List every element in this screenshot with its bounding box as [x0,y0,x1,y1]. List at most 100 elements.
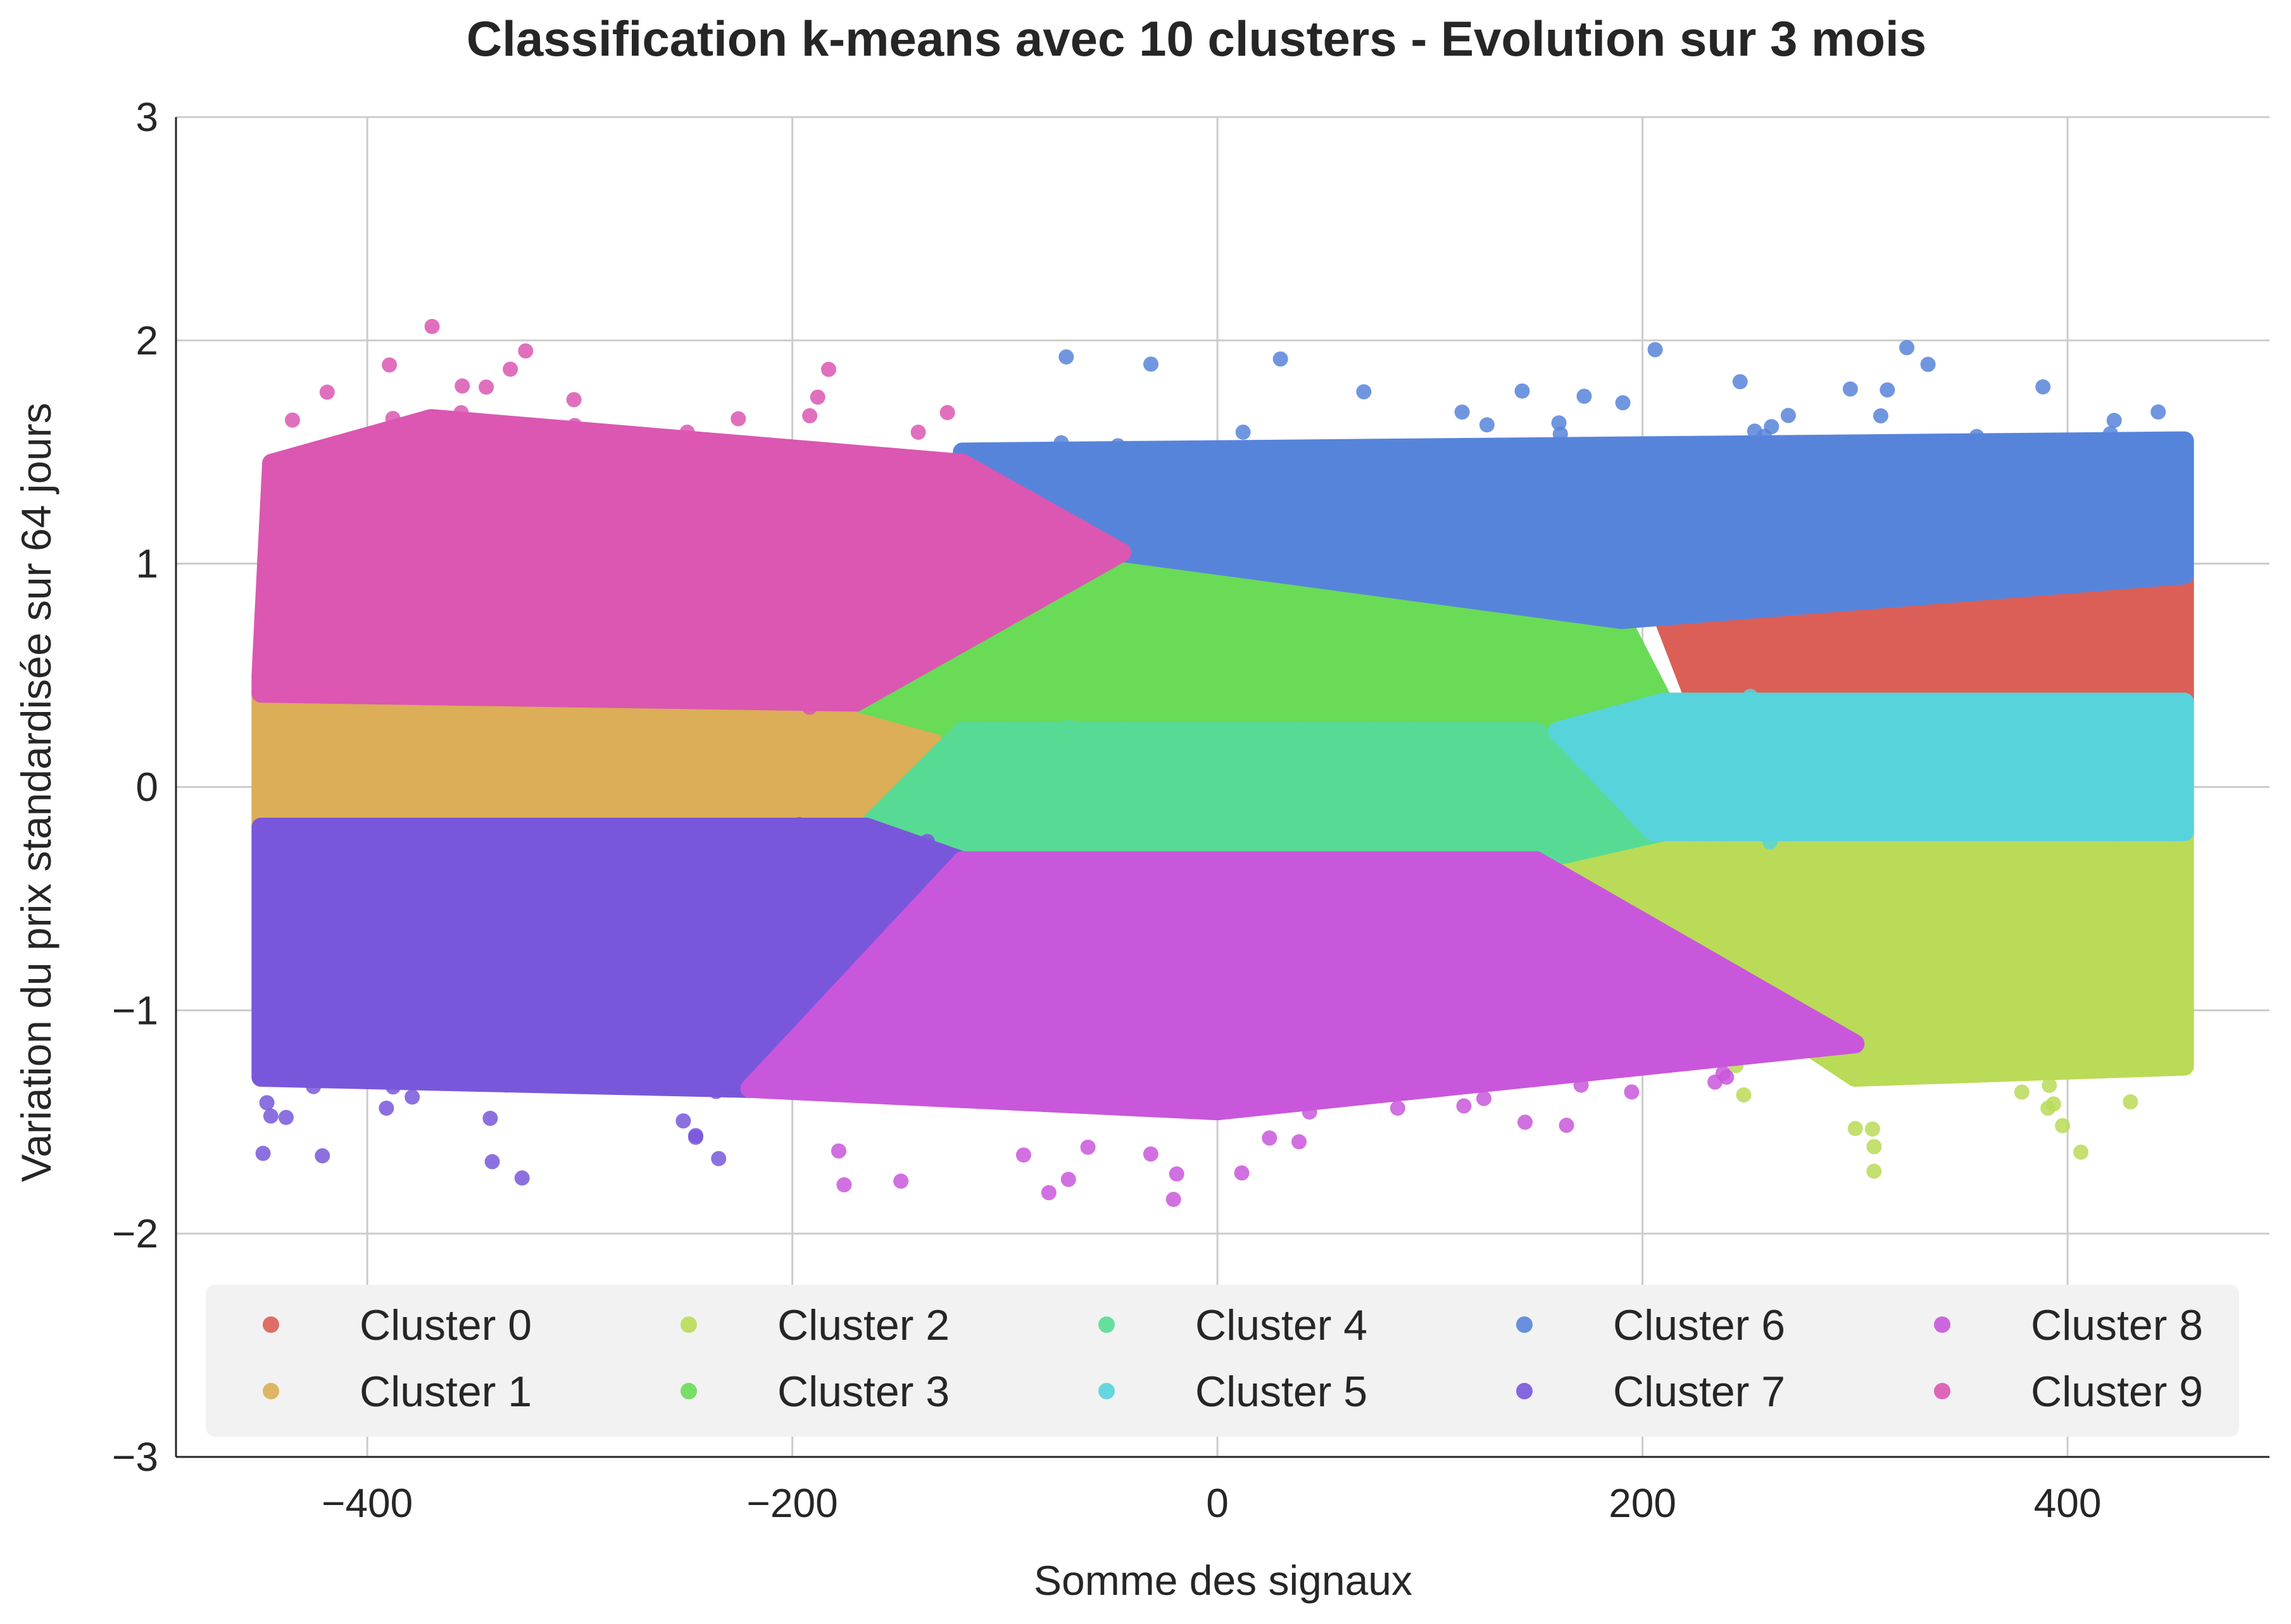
data-point [1414,751,1430,767]
data-point [1281,856,1297,871]
data-point [2042,1077,2057,1093]
data-point [700,1052,716,1068]
data-point [2005,1029,2021,1045]
data-point [2062,776,2078,792]
data-point [629,497,644,513]
data-point [1780,408,1796,423]
data-point [1984,732,2000,747]
data-point [2122,715,2138,730]
data-point [1995,756,2011,772]
data-point [257,771,273,787]
data-point [424,318,440,334]
data-point [1429,666,1445,682]
data-point [765,752,781,768]
data-point [2155,855,2171,871]
data-point [336,788,351,804]
data-point [1576,389,1592,404]
data-point [668,792,684,808]
data-point [2076,728,2092,744]
data-point [1592,900,1608,916]
data-point [1034,909,1050,925]
data-point [637,870,653,886]
data-point [1624,1084,1640,1100]
data-point [614,819,630,835]
data-point [1322,903,1338,919]
data-point [2097,593,2112,609]
data-point [1019,1037,1035,1052]
data-point [543,847,558,863]
data-point [343,926,359,942]
data-point [812,883,828,899]
data-point [588,1070,604,1085]
data-point [1924,522,1940,538]
data-point [541,490,557,506]
data-point [1973,634,1988,649]
data-point [893,1173,909,1189]
data-point [1157,478,1172,494]
data-point [675,1113,691,1129]
data-point [1392,598,1408,614]
data-point [1098,745,1114,761]
data-point [691,489,707,505]
data-point [1767,912,1783,928]
data-point [545,900,561,916]
legend-item: Cluster 3 [681,1368,950,1416]
data-point [384,836,399,852]
data-point [427,715,443,730]
data-point [871,1082,887,1097]
data-point [1331,478,1346,494]
data-point [704,1068,720,1084]
data-point [1638,1023,1654,1039]
data-point [1362,484,1378,500]
data-point [379,438,394,454]
data-point [1575,754,1591,770]
data-point [1229,541,1245,557]
data-point [1181,657,1196,673]
data-point [1224,1023,1240,1039]
data-point [1200,784,1216,799]
data-point [532,999,548,1015]
data-point [1801,638,1817,654]
data-point [284,708,300,724]
data-point [1583,602,1599,618]
data-point [1454,404,1470,420]
x-tick-label: −200 [747,1480,838,1526]
data-point [1773,540,1789,556]
data-point [1853,663,1869,679]
data-point [1398,766,1414,782]
data-point [1551,415,1567,431]
data-point [1385,902,1401,918]
data-point [1705,766,1721,782]
data-point [352,716,368,732]
data-point [1150,801,1166,817]
data-point [453,405,469,421]
data-point [2000,1042,2016,1058]
data-point [359,850,375,866]
data-point [2113,484,2129,500]
data-point [1954,501,1970,516]
data-point [1376,685,1392,701]
data-point [910,424,926,440]
data-point [1852,469,1868,485]
legend: Cluster 0 Cluster 1 Cluster 2 Cluster 3 Clus… [206,1285,2239,1437]
data-point [428,531,444,547]
data-point [614,996,630,1012]
data-point [330,1016,346,1032]
data-point [1489,652,1505,668]
data-point [562,765,578,780]
data-point [753,665,769,681]
x-tick-label: −400 [322,1480,413,1526]
data-point [975,604,991,620]
data-point [379,1100,394,1116]
data-point [1224,799,1240,815]
data-point [1894,765,1910,780]
data-point [503,361,518,377]
axes [175,117,2269,1458]
data-point [2100,790,2116,806]
data-point [2147,637,2163,653]
data-point [1514,874,1530,890]
data-point [812,758,828,773]
data-point [1096,1047,1112,1063]
legend-item: Cluster 8 [1934,1301,2203,1349]
data-point [700,574,716,590]
